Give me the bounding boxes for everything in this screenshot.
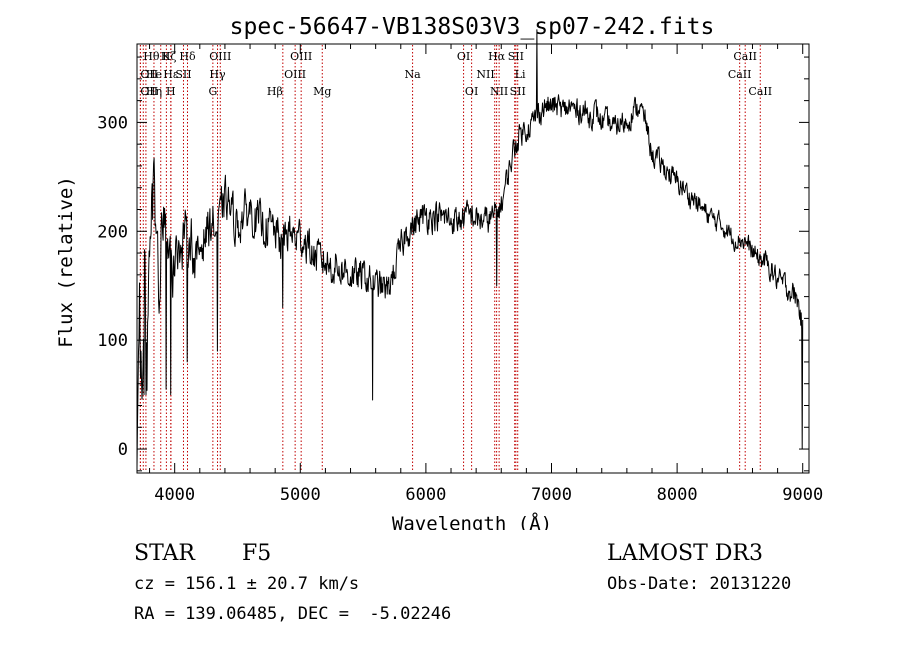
emission-line-labels: OIIOIIHθHηHeHζKHHεSIIHδGHγOIIIHβOIIIOIII… bbox=[140, 50, 772, 98]
x-tick-label-5: 9000 bbox=[782, 485, 823, 505]
line-label-0: OII bbox=[140, 68, 158, 81]
line-label-24: Li bbox=[515, 68, 526, 81]
line-label-11: G bbox=[208, 85, 217, 98]
y-axis-label: Flux (relative) bbox=[55, 176, 77, 348]
line-label-1: OII bbox=[140, 85, 158, 98]
x-tick-label-0: 4000 bbox=[154, 485, 195, 505]
redshift-readout: cz = 156.1 ± 20.7 km/s bbox=[134, 574, 360, 594]
line-label-20: OI bbox=[465, 85, 478, 98]
object-class: STAR bbox=[134, 541, 195, 566]
line-label-28: CaII bbox=[733, 50, 757, 63]
chart-title: spec-56647-VB138S03V3_sp07-242.fits bbox=[230, 14, 715, 40]
x-tick-label-3: 7000 bbox=[531, 485, 572, 505]
line-label-29: CaII bbox=[748, 85, 772, 98]
y-tick-label-1: 100 bbox=[97, 331, 128, 351]
line-label-17: Mg bbox=[313, 85, 331, 98]
x-axis-label: Wavelength (Å) bbox=[392, 512, 552, 530]
axis-ticks: 4000 5000 6000 7000 8000 9000 0 100 200 300 bbox=[97, 44, 823, 505]
line-label-26: SII bbox=[510, 85, 526, 98]
x-tick-label-1: 5000 bbox=[280, 485, 321, 505]
observation-date: Obs-Date: 20131220 bbox=[607, 574, 792, 594]
line-label-6: K bbox=[162, 50, 171, 63]
line-label-16: OIII bbox=[290, 50, 312, 63]
x-tick-label-4: 8000 bbox=[657, 485, 698, 505]
line-label-19: OI bbox=[457, 50, 470, 63]
line-label-3: Hη bbox=[146, 85, 162, 98]
spectrum-series bbox=[136, 29, 804, 468]
line-label-7: H bbox=[166, 85, 176, 98]
line-label-14: Hβ bbox=[267, 85, 283, 98]
line-label-22: Hα bbox=[488, 50, 506, 63]
line-label-5: Hζ bbox=[161, 50, 177, 63]
line-label-25: SII bbox=[508, 50, 524, 63]
line-label-2: Hθ bbox=[143, 50, 160, 63]
line-label-4: He bbox=[146, 68, 162, 81]
line-label-23: NII bbox=[490, 85, 508, 98]
line-label-12: Hγ bbox=[209, 68, 226, 81]
y-tick-label-3: 300 bbox=[97, 113, 128, 133]
object-subclass: F5 bbox=[242, 541, 272, 566]
line-label-13: OIII bbox=[209, 50, 231, 63]
line-label-10: Hδ bbox=[179, 50, 196, 63]
line-label-15: OIII bbox=[284, 68, 306, 81]
line-label-27: CaII bbox=[728, 68, 752, 81]
x-tick-label-2: 6000 bbox=[405, 485, 446, 505]
line-label-21: NII bbox=[476, 68, 494, 81]
coordinates-readout: RA = 139.06485, DEC = -5.02246 bbox=[134, 604, 452, 624]
spectrum-chart: spec-56647-VB138S03V3_sp07-242.fits Flux… bbox=[55, 14, 823, 530]
plot-frame bbox=[136, 43, 810, 474]
y-tick-label-0: 0 bbox=[118, 440, 128, 460]
survey-name: LAMOST DR3 bbox=[607, 541, 763, 566]
spectrum-line bbox=[136, 29, 804, 468]
line-label-9: SII bbox=[175, 68, 191, 81]
line-label-8: Hε bbox=[163, 68, 179, 81]
emission-line-markers bbox=[139, 45, 761, 472]
y-tick-label-2: 200 bbox=[97, 222, 128, 242]
line-label-18: Na bbox=[404, 68, 421, 81]
